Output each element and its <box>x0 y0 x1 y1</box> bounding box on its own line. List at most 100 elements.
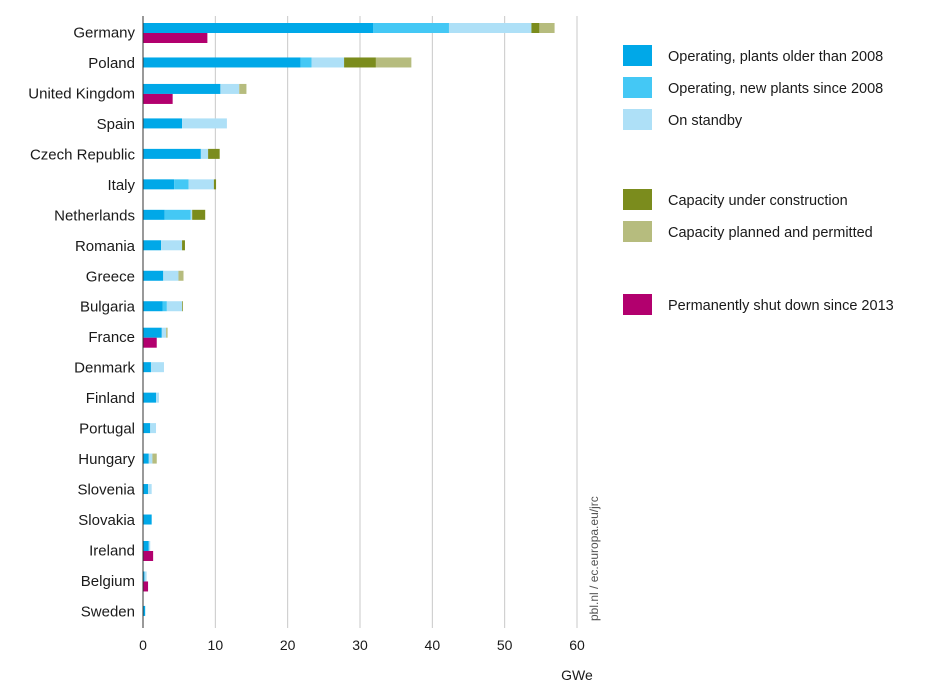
bar-germany-permanently-shut-down-since-2013 <box>143 33 208 43</box>
bar-greece-on-standby <box>163 270 179 281</box>
legend: Operating, plants older than 2008 Operati… <box>623 45 894 315</box>
legend-label-permanently-shut-down-since-2013: Permanently shut down since 2013 <box>668 298 894 314</box>
x-tick-label: 20 <box>280 637 296 653</box>
bar-denmark-operating-plants-older-than-2008 <box>143 362 151 373</box>
country-label-belgium: Belgium <box>81 573 135 590</box>
bar-portugal-on-standby <box>150 423 157 434</box>
country-label-slovakia: Slovakia <box>78 512 135 529</box>
gridlines <box>214 16 578 628</box>
bar-romania-capacity-under-construction <box>182 240 185 251</box>
bar-netherlands-on-standby <box>190 209 193 220</box>
bar-united-kingdom-operating-plants-older-than-2008 <box>143 83 221 94</box>
country-label-denmark: Denmark <box>74 360 135 377</box>
country-label-italy: Italy <box>107 177 135 194</box>
x-tick-label: 0 <box>139 637 147 653</box>
bar-poland-capacity-under-construction <box>344 57 376 68</box>
bar-netherlands-operating-new-plants-since-2008 <box>164 209 191 220</box>
x-tick-labels: 0 10 20 30 40 50 60 <box>139 637 585 653</box>
bar-bulgaria-operating-new-plants-since-2008 <box>162 301 167 312</box>
bar-greece-capacity-planned-and-permitted <box>178 270 184 281</box>
x-tick-label: 30 <box>352 637 368 653</box>
bar-united-kingdom-on-standby <box>220 83 240 94</box>
country-label-sweden: Sweden <box>81 603 135 620</box>
bar-france-on-standby <box>161 327 167 338</box>
country-label-ireland: Ireland <box>89 542 135 559</box>
x-tick-label: 60 <box>569 637 585 653</box>
legend-label-on-standby: On standby <box>668 113 743 129</box>
bar-finland-operating-plants-older-than-2008 <box>143 392 157 403</box>
bar-france-permanently-shut-down-since-2013 <box>143 337 157 348</box>
bar-slovenia-operating-plants-older-than-2008 <box>143 484 149 495</box>
x-tick-label: 10 <box>208 637 224 653</box>
x-tick-label: 40 <box>425 637 441 653</box>
country-label-netherlands: Netherlands <box>54 207 135 224</box>
bar-italy-on-standby <box>188 179 214 190</box>
country-label-france: France <box>88 329 135 346</box>
bar-germany-capacity-planned-and-permitted <box>539 23 555 33</box>
bar-hungary-capacity-planned-and-permitted <box>152 453 157 464</box>
legend-label-capacity-planned-and-permitted: Capacity planned and permitted <box>668 225 873 241</box>
bar-ireland-on-standby <box>148 540 151 551</box>
country-label-bulgaria: Bulgaria <box>80 299 136 316</box>
bar-united-kingdom-permanently-shut-down-since-2013 <box>143 93 173 104</box>
bar-romania-on-standby <box>161 240 183 251</box>
bar-germany-on-standby <box>448 23 532 33</box>
country-label-hungary: Hungary <box>78 451 135 468</box>
bar-germany-operating-new-plants-since-2008 <box>373 23 449 33</box>
bar-bulgaria-operating-plants-older-than-2008 <box>143 301 163 312</box>
bar-czech-republic-capacity-under-construction <box>208 148 220 159</box>
bar-netherlands-operating-plants-older-than-2008 <box>143 209 165 220</box>
country-label-czech-republic: Czech Republic <box>30 146 136 163</box>
country-label-slovenia: Slovenia <box>77 482 135 499</box>
source-note: pbl.nl / ec.europa.eu/jrc <box>587 496 601 621</box>
x-tick-label: 50 <box>497 637 513 653</box>
legend-swatch-capacity-planned-and-permitted <box>623 221 652 242</box>
country-label-spain: Spain <box>97 116 135 133</box>
legend-swatch-operating-plants-older-than-2008 <box>623 45 652 66</box>
bar-netherlands-capacity-under-construction <box>192 209 206 220</box>
legend-label-operating-plants-older-than-2008: Operating, plants older than 2008 <box>668 49 883 65</box>
bar-czech-republic-on-standby <box>200 148 209 159</box>
bar-poland-on-standby <box>311 57 345 68</box>
bar-united-kingdom-capacity-planned-and-permitted <box>239 83 247 94</box>
country-label-germany: Germany <box>73 25 135 42</box>
bar-sweden-operating-plants-older-than-2008 <box>143 605 146 616</box>
bar-greece-operating-plants-older-than-2008 <box>143 270 164 281</box>
bar-bulgaria-on-standby <box>166 301 183 312</box>
bar-germany-operating-plants-older-than-2008 <box>143 23 374 33</box>
bar-germany-capacity-under-construction <box>531 23 540 33</box>
bar-denmark-on-standby <box>150 362 164 373</box>
bar-slovakia-operating-plants-older-than-2008 <box>143 514 152 525</box>
bar-belgium-operating-plants-older-than-2008 <box>143 571 145 582</box>
legend-swatch-operating-new-plants-since-2008 <box>623 77 652 98</box>
bar-italy-operating-new-plants-since-2008 <box>174 179 189 190</box>
country-label-romania: Romania <box>75 238 136 255</box>
bar-poland-operating-plants-older-than-2008 <box>143 57 301 68</box>
country-label-united-kingdom: United Kingdom <box>28 85 135 102</box>
bar-slovenia-on-standby <box>148 484 152 495</box>
bar-czech-republic-operating-plants-older-than-2008 <box>143 148 201 159</box>
bar-poland-operating-new-plants-since-2008 <box>300 57 312 68</box>
bar-italy-capacity-under-construction <box>213 179 217 190</box>
legend-label-operating-new-plants-since-2008: Operating, new plants since 2008 <box>668 81 883 97</box>
legend-swatch-on-standby <box>623 109 652 130</box>
bar-bulgaria-capacity-under-construction <box>182 301 183 312</box>
country-label-poland: Poland <box>88 55 135 72</box>
bar-spain-on-standby <box>182 118 227 129</box>
country-labels: Germany Poland United Kingdom Spain Czech Re… <box>28 25 135 621</box>
bar-belgium-on-standby <box>144 571 147 582</box>
bar-italy-operating-plants-older-than-2008 <box>143 179 175 190</box>
bars <box>143 23 555 616</box>
country-label-greece: Greece <box>86 268 135 285</box>
bar-hungary-operating-plants-older-than-2008 <box>143 453 149 464</box>
legend-swatch-capacity-under-construction <box>623 189 652 210</box>
x-axis-label: GWe <box>561 667 593 682</box>
legend-label-capacity-under-construction: Capacity under construction <box>668 193 848 209</box>
bar-hungary-on-standby <box>148 453 153 464</box>
country-label-finland: Finland <box>86 390 135 407</box>
legend-swatch-permanently-shut-down-since-2013 <box>623 294 652 315</box>
bar-ireland-operating-plants-older-than-2008 <box>143 540 149 551</box>
bar-belgium-permanently-shut-down-since-2013 <box>143 581 149 592</box>
bar-spain-operating-plants-older-than-2008 <box>143 118 183 129</box>
